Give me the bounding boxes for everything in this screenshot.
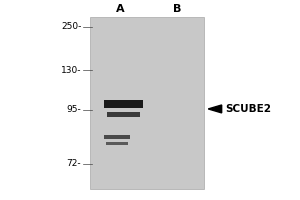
- Text: 250-: 250-: [61, 22, 81, 31]
- Bar: [104, 100, 142, 108]
- Bar: [90, 17, 204, 189]
- Text: 95-: 95-: [67, 105, 81, 114]
- Bar: [106, 142, 128, 145]
- Text: SCUBE2: SCUBE2: [225, 104, 271, 114]
- Bar: [107, 112, 140, 117]
- Polygon shape: [208, 105, 222, 113]
- Text: B: B: [173, 4, 181, 14]
- Text: 130-: 130-: [61, 66, 81, 75]
- Text: A: A: [116, 4, 124, 14]
- Bar: [104, 135, 130, 139]
- Text: 72-: 72-: [67, 159, 81, 168]
